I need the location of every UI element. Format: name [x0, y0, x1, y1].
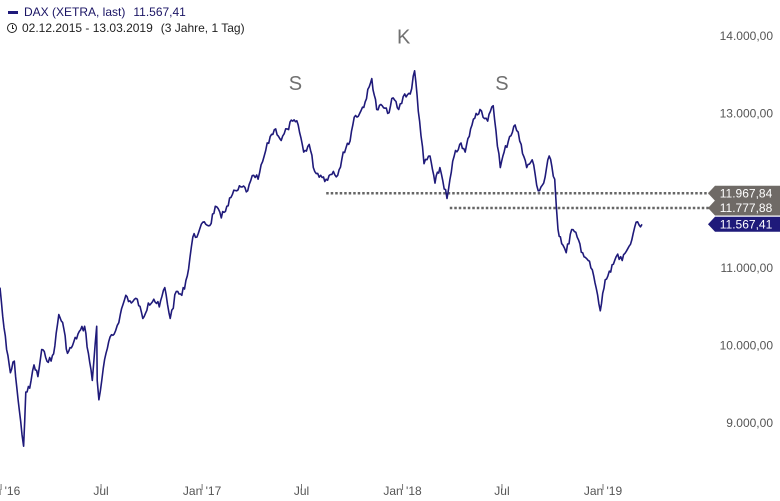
legend-period: 02.12.2015 - 13.03.2019 (3 Jahre, 1 Tag)	[7, 21, 245, 35]
x-tick-label: Jul	[93, 484, 108, 498]
x-axis: Jan '16 Jul Jan '17 Jul Jan '18 Jul Jan '19	[0, 484, 622, 498]
y-tick-label: 9.000,00	[726, 416, 773, 430]
legend-date-range: 02.12.2015 - 13.03.2019	[22, 21, 153, 35]
level-badge-shape	[708, 200, 780, 216]
legend-last-value: 11.567,41	[133, 5, 186, 19]
legend-series-label: DAX (XETRA, last)	[24, 5, 126, 19]
pattern-label: S	[495, 73, 508, 95]
level-badge-shape	[708, 185, 780, 201]
x-tick-label: Jul	[294, 484, 309, 498]
x-tick-label: Jan '19	[584, 484, 623, 498]
x-tick-label: Jan '16	[0, 484, 21, 498]
y-tick-label: 10.000,00	[720, 339, 774, 353]
series-layer	[0, 70, 643, 447]
pattern-annotations: S K S	[289, 27, 509, 95]
legend-series: DAX (XETRA, last) 11.567,41	[7, 5, 186, 19]
series-swatch-icon	[8, 10, 18, 14]
pattern-label: S	[289, 73, 302, 95]
series-line	[0, 70, 643, 447]
x-tick-label: Jul	[494, 484, 509, 498]
y-tick-label: 14.000,00	[720, 29, 774, 43]
y-tick-label: 11.000,00	[721, 261, 774, 275]
level-badge-label: 11.967,84	[720, 186, 773, 200]
level-badge: 11.777,88	[708, 200, 780, 216]
reference-lines	[326, 192, 712, 210]
x-tick-label: Jan '17	[183, 484, 222, 498]
clock-icon	[7, 23, 17, 33]
last-value-badge: 11.567,41	[708, 216, 780, 232]
legend-range-info: (3 Jahre, 1 Tag)	[160, 21, 245, 35]
level-badge-label: 11.777,88	[720, 201, 773, 215]
y-tick-label: 13.000,00	[720, 106, 774, 120]
x-tick-label: Jan '18	[383, 484, 422, 498]
pattern-label: K	[397, 27, 411, 49]
last-value-badge-shape	[708, 216, 780, 232]
level-badge: 11.967,84	[708, 185, 780, 201]
last-value-badge-label: 11.567,41	[720, 217, 773, 231]
